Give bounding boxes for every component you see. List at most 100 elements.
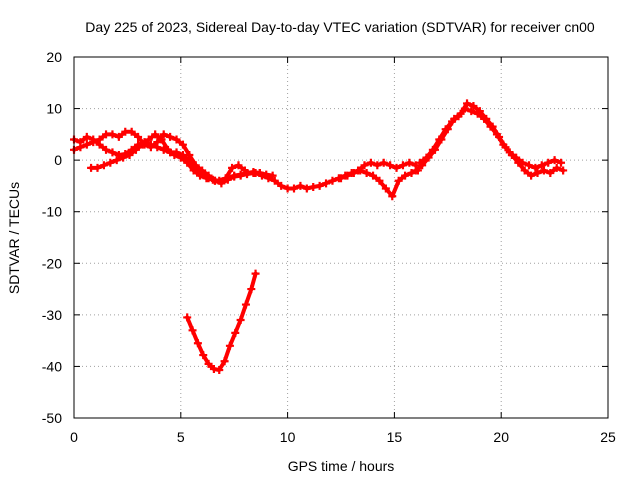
data-point xyxy=(125,150,134,159)
data-point xyxy=(533,169,542,178)
data-point xyxy=(369,171,378,180)
data-point xyxy=(375,176,384,185)
data-point xyxy=(424,153,433,162)
data-point xyxy=(188,326,197,335)
y-axis-label: SDTVAR / TECUs xyxy=(6,182,22,294)
data-point xyxy=(228,163,237,172)
data-point xyxy=(388,192,397,201)
data-point xyxy=(236,316,245,325)
data-point xyxy=(418,161,427,170)
data-point xyxy=(467,107,476,116)
series-trace xyxy=(253,160,418,191)
x-axis-label: GPS time / hours xyxy=(288,458,395,474)
data-point xyxy=(514,158,523,167)
data-point xyxy=(99,161,108,170)
x-tick-label: 0 xyxy=(70,429,78,445)
data-point xyxy=(198,166,207,175)
data-point xyxy=(482,114,491,123)
data-series xyxy=(70,99,568,375)
data-point xyxy=(247,285,256,294)
data-point xyxy=(127,127,136,136)
data-point xyxy=(241,300,250,309)
data-point xyxy=(93,163,102,172)
plot-frame xyxy=(73,56,609,419)
data-point xyxy=(82,140,91,149)
data-point xyxy=(183,158,192,167)
data-point xyxy=(172,135,181,144)
data-point xyxy=(151,130,160,139)
series-track-f xyxy=(416,104,566,172)
data-point xyxy=(343,171,352,180)
data-point xyxy=(407,169,416,178)
data-point xyxy=(398,161,407,170)
data-point xyxy=(550,156,559,165)
data-point xyxy=(296,181,305,190)
y-tick-label: 20 xyxy=(46,49,62,65)
data-point xyxy=(524,161,533,170)
data-point xyxy=(411,166,420,175)
data-point xyxy=(257,171,266,180)
data-point xyxy=(215,366,224,375)
data-point xyxy=(559,166,568,175)
data-point xyxy=(469,101,478,110)
data-point xyxy=(488,122,497,131)
data-point xyxy=(102,145,111,154)
x-tick-label: 5 xyxy=(177,429,185,445)
data-point xyxy=(163,145,172,154)
axis-ticks: 0 5 10 15 20 25 -50 -40 -30 -20 -10 0 10 20 xyxy=(42,49,616,445)
data-point xyxy=(221,174,230,183)
data-point xyxy=(544,158,553,167)
data-point xyxy=(537,161,546,170)
x-tick-label: 25 xyxy=(600,429,616,445)
data-point xyxy=(315,181,324,190)
data-point xyxy=(381,184,390,193)
data-point xyxy=(231,328,240,337)
data-point xyxy=(251,169,260,178)
data-point xyxy=(191,161,200,170)
data-point xyxy=(114,132,123,141)
data-point xyxy=(178,140,187,149)
data-point xyxy=(539,166,548,175)
data-point xyxy=(373,161,382,170)
data-point xyxy=(322,179,331,188)
data-point xyxy=(134,132,143,141)
data-point xyxy=(76,143,85,152)
series-trace xyxy=(185,271,258,372)
data-point xyxy=(264,174,273,183)
data-point xyxy=(495,132,504,141)
data-point xyxy=(183,313,192,322)
data-point xyxy=(153,138,162,147)
y-tick-label: -30 xyxy=(42,307,62,323)
data-point xyxy=(131,145,140,154)
data-point xyxy=(443,125,452,134)
data-point xyxy=(366,158,375,167)
data-point xyxy=(337,174,345,183)
x-tick-label: 15 xyxy=(387,429,403,445)
data-point xyxy=(236,171,245,180)
series-track-e xyxy=(337,166,422,201)
data-point xyxy=(290,184,299,193)
data-point xyxy=(557,158,566,167)
data-point xyxy=(119,153,128,162)
data-point xyxy=(302,184,311,193)
data-point xyxy=(106,158,115,167)
data-point xyxy=(356,166,365,175)
data-point xyxy=(456,109,465,118)
data-point xyxy=(450,114,459,123)
series-dip xyxy=(183,269,260,375)
y-tick-label: 0 xyxy=(54,152,62,168)
x-tick-label: 10 xyxy=(280,429,296,445)
data-point xyxy=(552,163,561,172)
data-point xyxy=(89,138,98,147)
series-track-b xyxy=(70,127,264,188)
data-point xyxy=(401,171,410,180)
data-point xyxy=(193,339,202,348)
data-point xyxy=(277,181,286,190)
data-point xyxy=(220,357,229,366)
data-point xyxy=(166,132,175,141)
data-point xyxy=(386,161,395,170)
y-tick-label: -10 xyxy=(42,204,62,220)
data-point xyxy=(392,163,401,172)
data-point xyxy=(349,169,358,178)
x-tick-label: 20 xyxy=(493,429,509,445)
